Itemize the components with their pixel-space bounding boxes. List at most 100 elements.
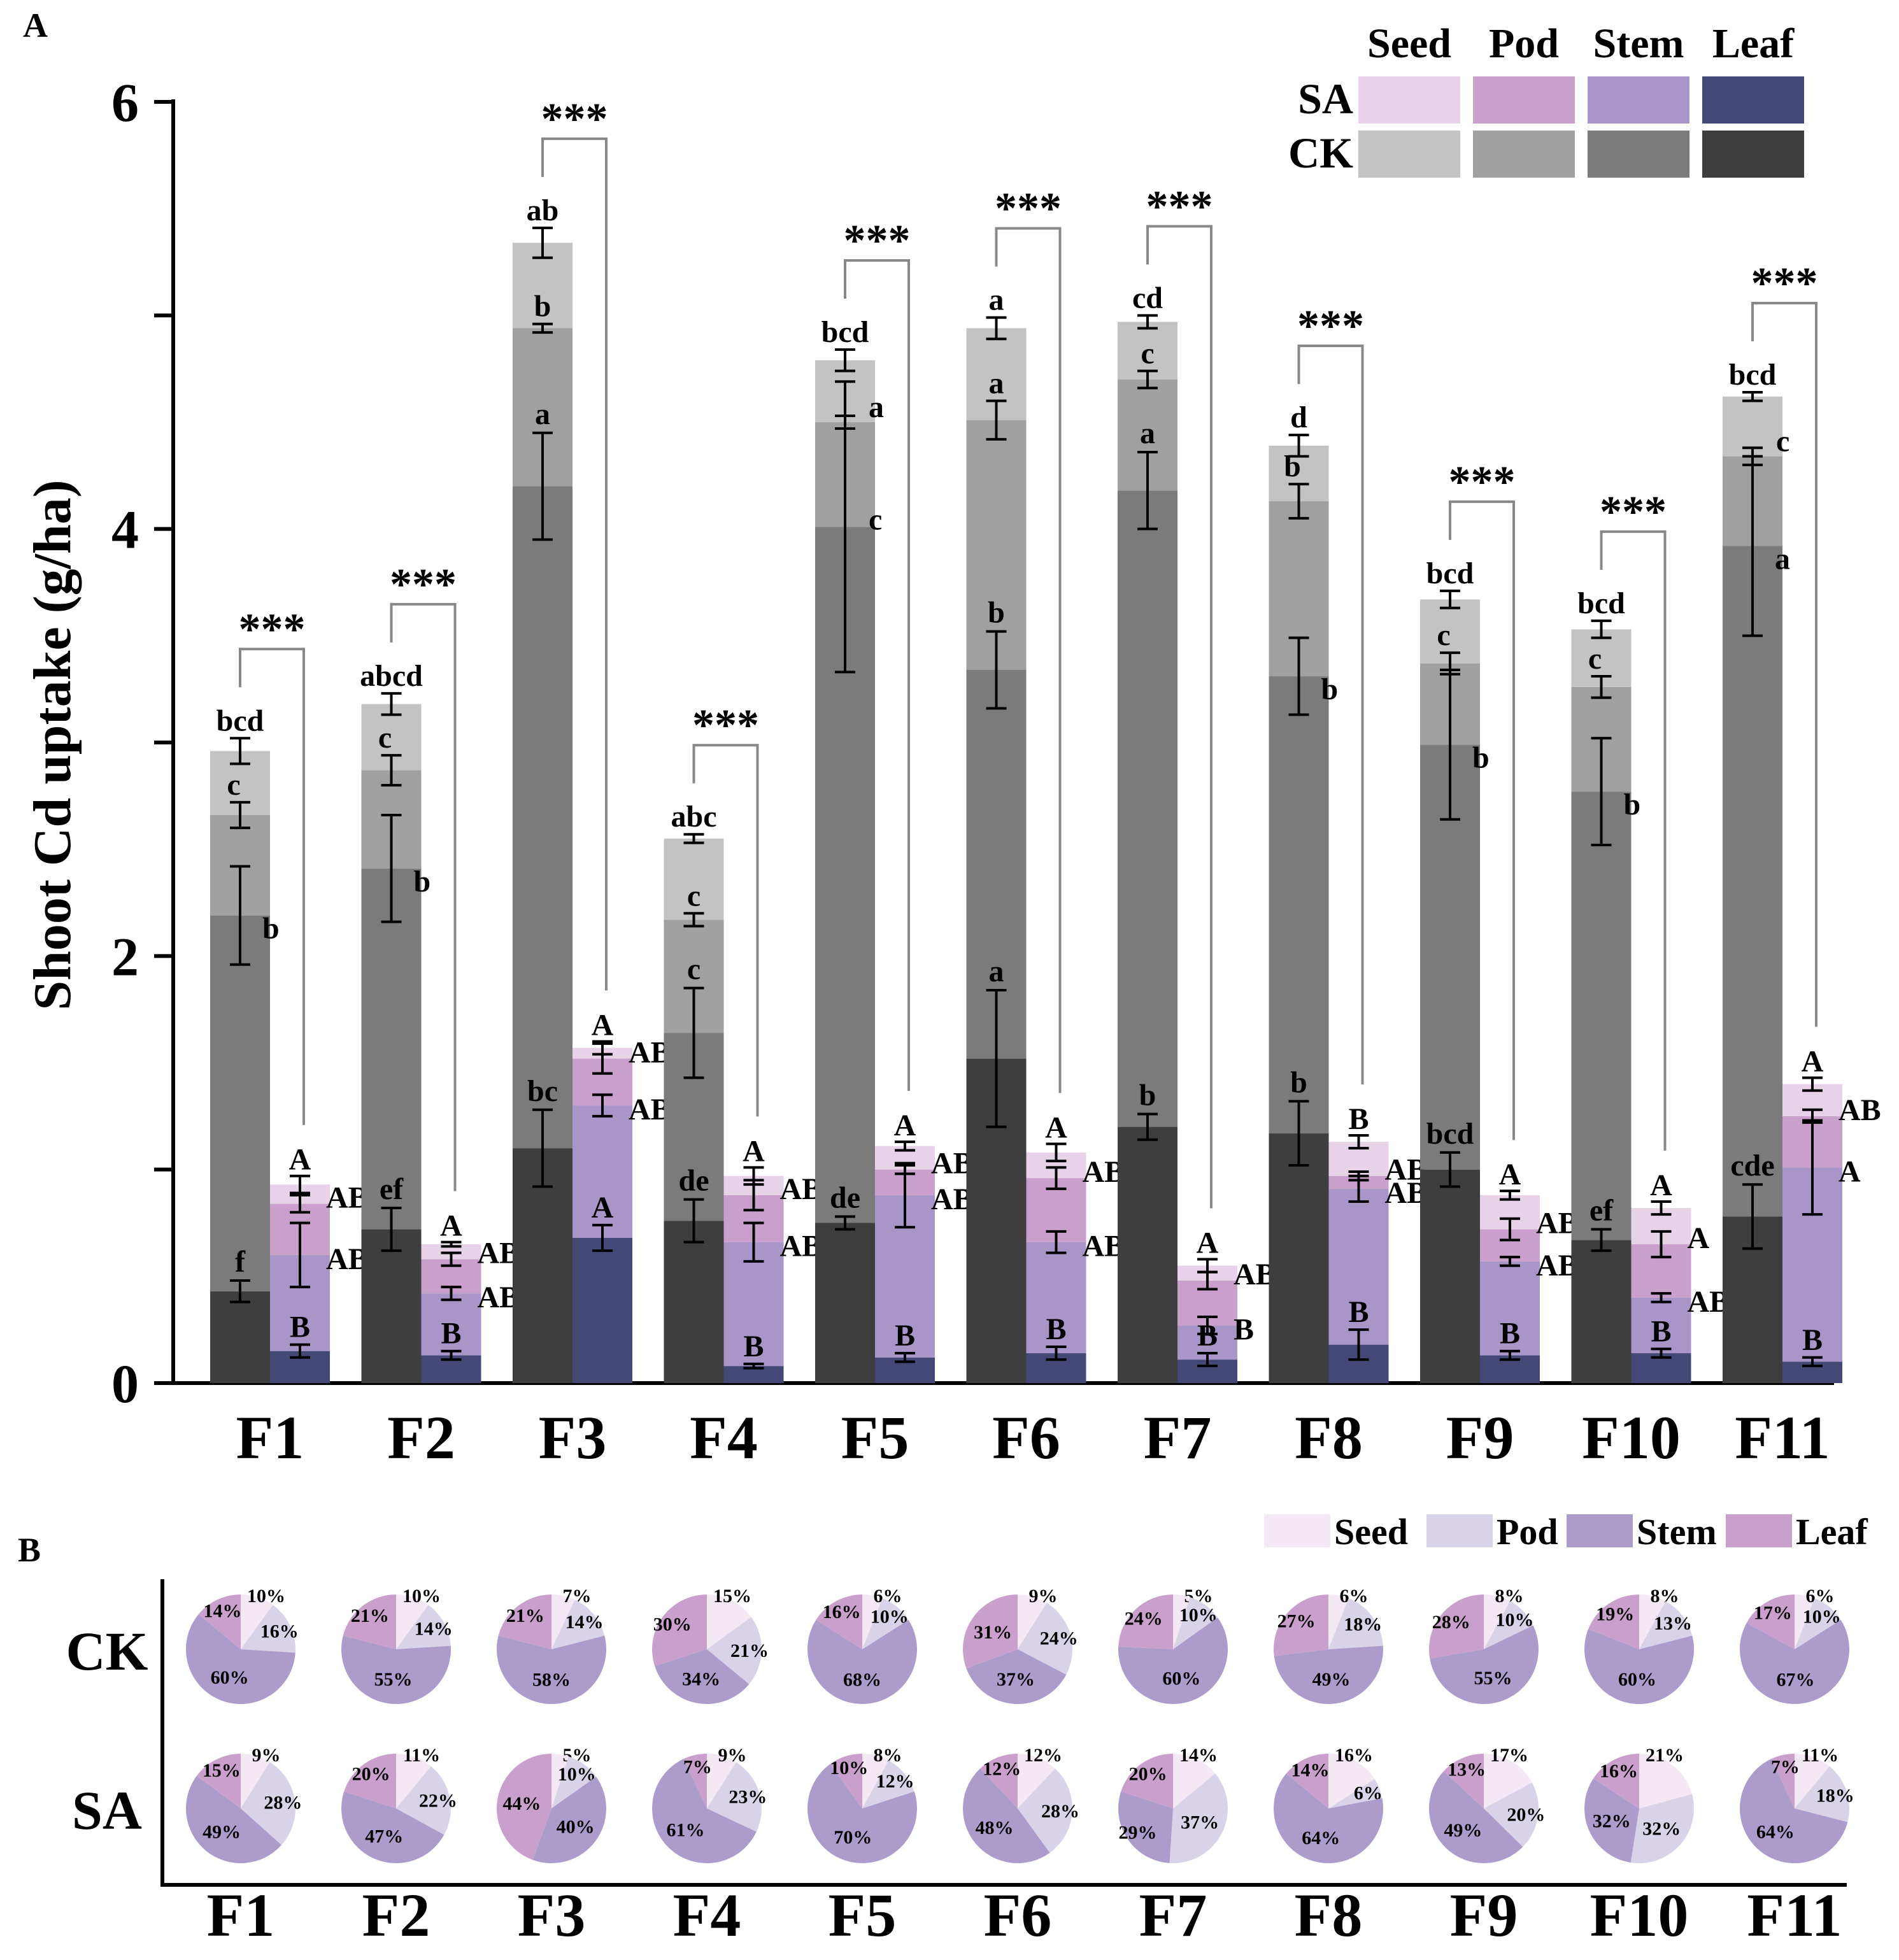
significance-stars: *** bbox=[1600, 488, 1667, 537]
ck-seed-letter-f11: bcd bbox=[1729, 358, 1777, 392]
ck-pod-letter-f4: c bbox=[687, 879, 701, 913]
sa-stem-errorbar-f10 bbox=[1651, 1292, 1672, 1303]
ck-stem-bar-f8 bbox=[1269, 676, 1329, 1133]
pie-label-stem: 68% bbox=[843, 1669, 881, 1690]
ck-seed-errorbar-f4 bbox=[683, 833, 704, 844]
pie-slice-stem bbox=[652, 1759, 757, 1863]
ck-leaf-letter-f10: ef bbox=[1590, 1194, 1614, 1228]
bracket-line bbox=[1600, 530, 1667, 1151]
pie-label-pod: 16% bbox=[260, 1621, 299, 1642]
ck-leaf-letter-f4: de bbox=[679, 1164, 709, 1198]
pie-label-leaf: 16% bbox=[1600, 1761, 1638, 1782]
ck-leaf-bar-f10 bbox=[1571, 1240, 1632, 1383]
ck-leaf-bar-f8 bbox=[1269, 1133, 1329, 1383]
sa-pod-errorbar-f1 bbox=[290, 1193, 310, 1214]
y-axis-title: Shoot Cd uptake (g/ha) bbox=[23, 479, 82, 1010]
pie-slice-leaf bbox=[1771, 1754, 1795, 1808]
pie-label-leaf: 30% bbox=[653, 1614, 692, 1635]
ck-pod-letter-f9: c bbox=[1437, 618, 1450, 652]
sa-seed-errorbar-f6 bbox=[1046, 1142, 1067, 1163]
ck-seed-bar-f11 bbox=[1723, 396, 1782, 457]
significance-bracket-f4: *** bbox=[692, 701, 759, 1117]
pie-legend-swatch-seed bbox=[1264, 1514, 1330, 1547]
ck-stem-letter-f6: b bbox=[988, 596, 1005, 630]
row-label-sa: SA bbox=[72, 1780, 142, 1841]
pie-slice-leaf bbox=[1118, 1594, 1173, 1649]
significance-stars: *** bbox=[239, 605, 306, 654]
pie-slice-seed bbox=[551, 1594, 575, 1649]
sa-leaf-letter-f9: B bbox=[1500, 1317, 1520, 1351]
sa-stem-bar-f2 bbox=[421, 1293, 481, 1356]
sa-seed-errorbar-f8 bbox=[1348, 1134, 1369, 1150]
ck-stem-errorbar-f6 bbox=[986, 630, 1007, 710]
ck-leaf-errorbar-f9 bbox=[1440, 1151, 1460, 1188]
pie-slice-leaf bbox=[498, 1594, 551, 1649]
sa-seed-errorbar-f1 bbox=[290, 1174, 310, 1195]
pie-legend-swatch-pod bbox=[1426, 1514, 1493, 1547]
pie-label-pod: 32% bbox=[1642, 1819, 1681, 1840]
sa-leaf-errorbar-f7 bbox=[1197, 1352, 1218, 1368]
sa-leaf-errorbar-f10 bbox=[1651, 1347, 1672, 1359]
ck-seed-letter-f9: bcd bbox=[1426, 557, 1474, 590]
legend-swatch-ck-pod bbox=[1473, 131, 1575, 178]
pie-label-stem: 60% bbox=[1162, 1668, 1200, 1689]
sa-pod-errorbar-f5 bbox=[895, 1163, 915, 1175]
pie-label-pod: 24% bbox=[1040, 1628, 1078, 1649]
ck-seed-errorbar-f10 bbox=[1591, 619, 1612, 639]
sa-seed-letter-f9: A bbox=[1499, 1158, 1521, 1191]
pie-slice-pod bbox=[241, 1605, 295, 1653]
pie-label-pod: 10% bbox=[871, 1606, 909, 1627]
significance-bracket-f8: *** bbox=[1297, 302, 1364, 1085]
pie-slice-leaf bbox=[816, 1594, 862, 1649]
pie-label-pod: 14% bbox=[415, 1619, 453, 1640]
pie-label-stem: 29% bbox=[1119, 1822, 1157, 1843]
pie-label-leaf: 16% bbox=[823, 1601, 861, 1623]
pie-label-pod: 14% bbox=[565, 1612, 604, 1633]
ck-seed-letter-f5: bcd bbox=[821, 315, 869, 349]
legend-swatch-sa-leaf bbox=[1702, 76, 1804, 124]
significance-bracket-f6: *** bbox=[995, 185, 1062, 1093]
bracket-line bbox=[1449, 500, 1515, 1140]
bracket-line bbox=[1146, 225, 1213, 1209]
significance-bracket-f3: *** bbox=[541, 95, 608, 991]
sa-leaf-letter-f3: A bbox=[592, 1191, 614, 1225]
pie-x-label-f3: F3 bbox=[518, 1881, 586, 1949]
ck-leaf-letter-f5: de bbox=[830, 1181, 860, 1214]
sa-leaf-letter-f8: B bbox=[1348, 1295, 1369, 1329]
ck-stem-bar-f3 bbox=[513, 486, 573, 1149]
pie-sa-f9: 17% 20% 49% 13% bbox=[1428, 1745, 1545, 1864]
pie-label-stem: 60% bbox=[1618, 1669, 1656, 1690]
pie-label-leaf: 12% bbox=[983, 1759, 1021, 1780]
ck-seed-errorbar-f6 bbox=[986, 316, 1007, 341]
pie-sa-f5: 8%12%70%10% bbox=[807, 1745, 917, 1863]
pie-slice-leaf bbox=[496, 1754, 551, 1860]
ck-stem-errorbar-f1 bbox=[230, 865, 250, 966]
pie-slice-leaf bbox=[1429, 1594, 1484, 1659]
ck-stem-letter-f10: b bbox=[1624, 788, 1641, 821]
bracket-line bbox=[390, 602, 457, 1191]
sa-stem-errorbar-f7 bbox=[1197, 1316, 1218, 1335]
pie-slice-stem bbox=[496, 1635, 606, 1704]
significance-stars: *** bbox=[1751, 259, 1818, 308]
panel-label-b: B bbox=[18, 1531, 41, 1569]
pie-slice-seed bbox=[1018, 1754, 1055, 1808]
pie-label-leaf: 20% bbox=[352, 1764, 390, 1785]
pie-legend-label-pod: Pod bbox=[1497, 1511, 1558, 1552]
pie-x-label-f5: F5 bbox=[829, 1881, 897, 1949]
pie-slice-seed bbox=[241, 1594, 273, 1649]
pie-label-pod: 10% bbox=[1496, 1610, 1534, 1631]
pie-sa-f4: 9% 23% 61% 7% bbox=[652, 1745, 767, 1863]
ck-pod-errorbar-f3 bbox=[532, 322, 553, 334]
y-tick-label: 0 bbox=[111, 1353, 139, 1414]
y-tick-label: 6 bbox=[111, 72, 139, 133]
significance-bracket-f9: *** bbox=[1449, 458, 1516, 1140]
sa-seed-letter-f10: A bbox=[1650, 1168, 1672, 1202]
ck-seed-errorbar-f1 bbox=[230, 737, 250, 765]
pie-label-stem: 37% bbox=[997, 1669, 1035, 1690]
sa-stem-bar-f6 bbox=[1026, 1242, 1086, 1354]
pie-label-pod: 20% bbox=[1507, 1805, 1545, 1826]
ck-leaf-errorbar-f6 bbox=[986, 988, 1007, 1128]
